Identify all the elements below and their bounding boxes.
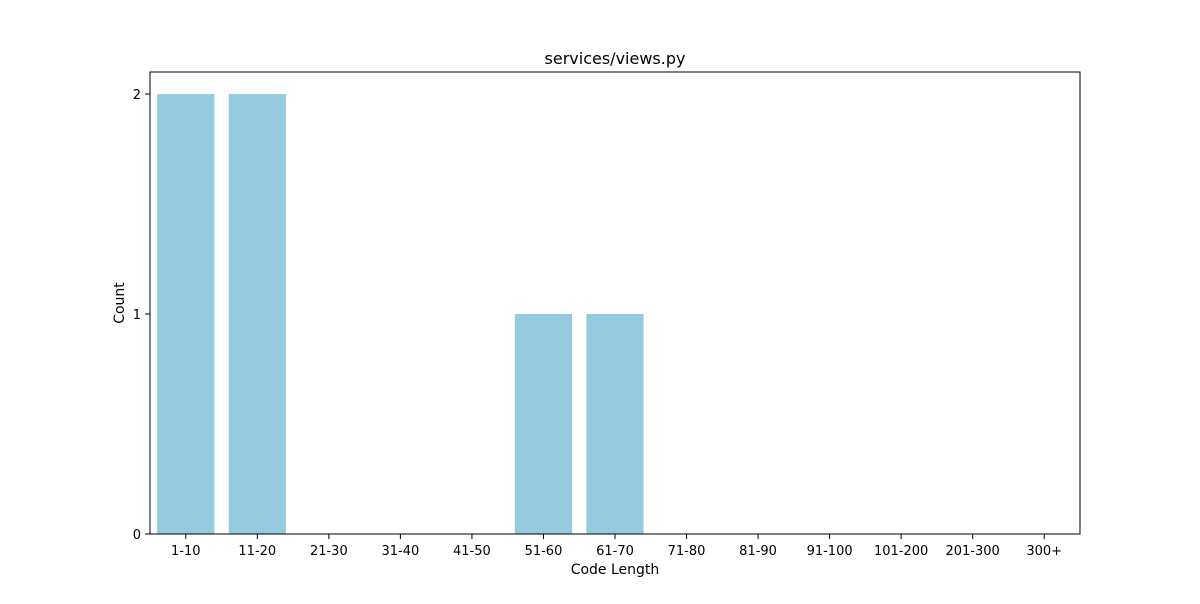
bar-11-20 (229, 94, 286, 534)
x-tick-label: 201-300 (946, 544, 1000, 559)
x-tick-label: 41-50 (453, 544, 491, 559)
x-tick-label: 1-10 (171, 544, 201, 559)
x-axis-label: Code Length (571, 562, 660, 578)
x-tick-label: 300+ (1026, 544, 1062, 559)
x-tick-label: 31-40 (381, 544, 419, 559)
x-tick-label: 61-70 (596, 544, 634, 559)
x-tick-label: 91-100 (807, 544, 853, 559)
chart-title: services/views.py (545, 49, 686, 68)
y-tick-label: 0 (133, 528, 141, 543)
x-tick-label: 71-80 (668, 544, 706, 559)
y-axis-label: Count (112, 282, 128, 324)
x-tick-label: 11-20 (238, 544, 276, 559)
y-tick-label: 1 (133, 308, 141, 323)
bar-61-70 (586, 314, 643, 534)
x-tick-label: 81-90 (739, 544, 777, 559)
bar-51-60 (515, 314, 572, 534)
bar-1-10 (157, 94, 214, 534)
x-tick-label: 101-200 (874, 544, 928, 559)
x-tick-label: 51-60 (525, 544, 563, 559)
x-tick-label: 21-30 (310, 544, 348, 559)
y-tick-label: 2 (133, 88, 141, 103)
